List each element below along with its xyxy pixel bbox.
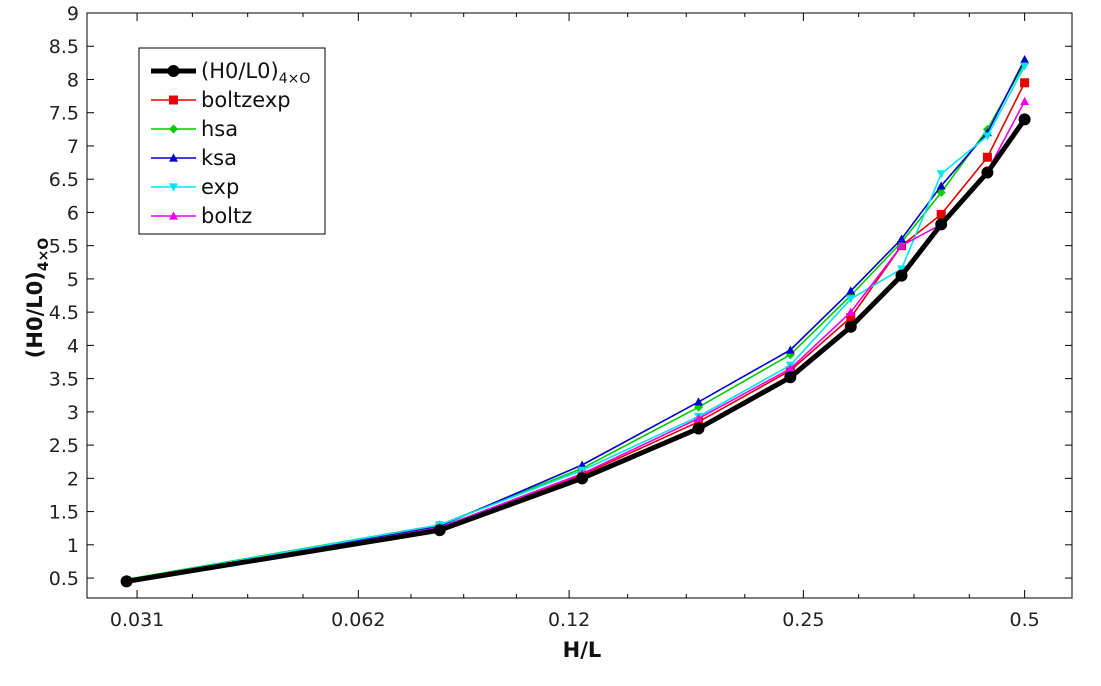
data-point bbox=[1020, 62, 1030, 71]
x-tick-label: 0.12 bbox=[548, 609, 590, 631]
data-point bbox=[576, 472, 589, 485]
series-ksa bbox=[122, 55, 1030, 584]
data-point bbox=[936, 181, 946, 190]
y-tick-label: 8.5 bbox=[49, 36, 79, 58]
legend-label: boltz bbox=[201, 204, 252, 228]
data-point bbox=[692, 422, 705, 435]
x-axis: 0.031 0.062 0.12 0.25 0.5 bbox=[110, 13, 1040, 631]
data-point bbox=[982, 152, 992, 162]
data-point bbox=[1020, 78, 1030, 88]
legend-box bbox=[138, 47, 326, 235]
legend-item: (H0/L0)4×O bbox=[151, 59, 310, 87]
series-layer bbox=[120, 55, 1031, 588]
y-tick-label: 4.5 bbox=[49, 302, 79, 324]
y-tick-label: 6.5 bbox=[49, 169, 79, 191]
data-point bbox=[936, 170, 946, 179]
y-axis-title-main: (H0/L0) bbox=[23, 271, 47, 358]
legend-marker bbox=[169, 211, 178, 220]
data-point bbox=[936, 209, 946, 219]
y-tick-label: 5 bbox=[67, 269, 79, 291]
legend-marker bbox=[169, 124, 178, 134]
x-tick-label: 0.031 bbox=[110, 609, 164, 631]
data-point bbox=[982, 132, 992, 141]
x-tick-label: 0.25 bbox=[782, 609, 824, 631]
data-point bbox=[897, 241, 907, 250]
data-point bbox=[694, 414, 704, 423]
data-point bbox=[935, 218, 948, 231]
y-tick-label: 5.5 bbox=[49, 236, 79, 258]
legend-item: exp bbox=[151, 175, 239, 199]
y-axis-title-sub: 4×O bbox=[36, 238, 52, 271]
legend-label: boltzexp bbox=[201, 88, 291, 112]
data-point bbox=[936, 187, 946, 197]
legend-marker bbox=[169, 183, 178, 192]
data-point bbox=[577, 460, 587, 469]
series-line bbox=[126, 62, 1026, 581]
y-axis: 0.5 1 1.5 2 2.5 3 3.5 4 4.5 5 5.5 6 6.5 7 7.5 8 8.5 9 bbox=[49, 3, 1072, 590]
data-point bbox=[120, 575, 133, 588]
data-point bbox=[897, 234, 907, 243]
data-point bbox=[897, 265, 907, 274]
legend-item: boltzexp bbox=[151, 88, 291, 112]
x-tick-label: 0.5 bbox=[1010, 609, 1040, 631]
x-axis-title: H/L bbox=[563, 638, 602, 662]
series-line bbox=[126, 117, 1027, 584]
series-line bbox=[126, 65, 1026, 581]
y-tick-label: 2.5 bbox=[49, 435, 79, 457]
data-point bbox=[981, 166, 994, 179]
y-tick-label: 0.5 bbox=[49, 568, 79, 590]
legend-label: exp bbox=[201, 175, 239, 199]
y-tick-label: 2 bbox=[67, 468, 79, 490]
y-tick-label: 9 bbox=[67, 3, 79, 25]
data-point bbox=[846, 286, 856, 295]
y-tick-label: 7 bbox=[67, 136, 79, 158]
y-axis-title: (H0/L0)4×O bbox=[23, 238, 52, 359]
legend-item: boltz bbox=[151, 204, 252, 228]
data-point bbox=[846, 295, 856, 304]
data-point bbox=[785, 364, 795, 373]
y-tick-label: 1.5 bbox=[49, 502, 79, 524]
x-tick-label: 0.062 bbox=[331, 609, 385, 631]
data-point bbox=[895, 269, 908, 282]
minor-ticks bbox=[191, 13, 970, 598]
y-tick-label: 8 bbox=[67, 69, 79, 91]
data-point bbox=[785, 345, 795, 354]
legend-marker bbox=[169, 95, 178, 105]
y-tick-label: 1 bbox=[67, 535, 79, 557]
data-point bbox=[694, 397, 704, 406]
legend-label: ksa bbox=[201, 146, 237, 170]
y-tick-label: 7.5 bbox=[49, 103, 79, 125]
legend-label: (H0/L0)4×O bbox=[201, 59, 310, 87]
y-tick-label: 6 bbox=[67, 202, 79, 224]
legend-item: ksa bbox=[151, 146, 237, 170]
data-point bbox=[846, 312, 856, 322]
y-tick-label: 3.5 bbox=[49, 369, 79, 391]
series-line bbox=[126, 59, 1026, 581]
legend-label: hsa bbox=[201, 117, 238, 141]
data-point bbox=[846, 307, 856, 316]
legend-item: hsa bbox=[151, 117, 238, 141]
data-point bbox=[1018, 113, 1031, 126]
legend-label-sub: 4×O bbox=[279, 71, 311, 87]
data-point bbox=[1020, 55, 1030, 64]
data-point bbox=[433, 524, 446, 537]
y-tick-label: 4 bbox=[67, 335, 79, 357]
data-point bbox=[844, 320, 857, 333]
data-point bbox=[1020, 96, 1030, 106]
legend-marker bbox=[167, 65, 180, 77]
data-point bbox=[784, 371, 797, 384]
legend-label-main: (H0/L0) bbox=[201, 59, 279, 83]
y-tick-label: 3 bbox=[67, 402, 79, 424]
svg-text:(H0/L0)4×O: (H0/L0)4×O bbox=[23, 238, 52, 359]
legend-marker bbox=[169, 153, 178, 162]
series-reference bbox=[120, 113, 1031, 588]
